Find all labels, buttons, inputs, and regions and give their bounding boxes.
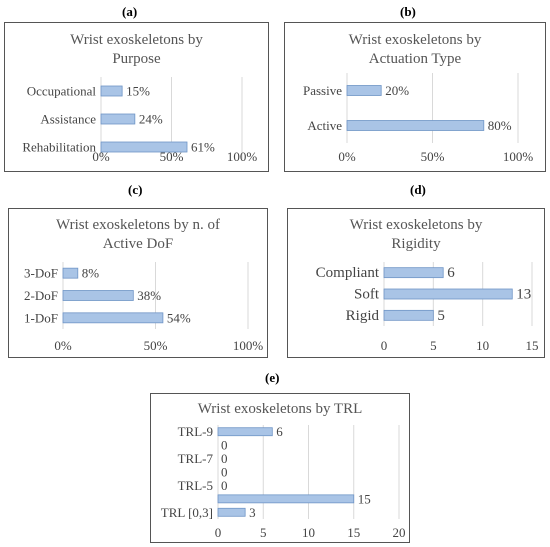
category-label: 1-DoF	[24, 310, 58, 325]
value-label: 0	[221, 438, 228, 453]
category-label: Soft	[354, 287, 380, 303]
category-label: TRL-9	[178, 424, 213, 439]
category-label: Occupational	[27, 84, 97, 99]
bar	[100, 141, 188, 153]
chart-panel-d: Wrist exoskeletons by Rigidity Compliant…	[287, 208, 545, 358]
x-tick-label: 100%	[503, 149, 534, 164]
x-tick-label: 0%	[54, 338, 72, 353]
panel-label-d: (d)	[410, 182, 426, 197]
value-label: 6	[276, 424, 283, 439]
x-tick-label: 10	[302, 525, 315, 540]
chart-title-line: Actuation Type	[368, 51, 462, 67]
bar	[217, 507, 246, 517]
category-label: TRL-7	[178, 451, 214, 466]
category-label: 3-DoF	[24, 266, 58, 281]
bar	[62, 267, 79, 279]
bar	[100, 85, 123, 97]
value-label: 54%	[167, 310, 191, 325]
x-tick-label: 50%	[160, 149, 184, 164]
panel-label-b: (b)	[400, 4, 416, 19]
x-tick-label: 50%	[144, 338, 168, 353]
bar-chart-d: Compliant 6 Soft 13 Rigid 5 0 5 10 15	[316, 262, 539, 353]
x-tick-label: 15	[526, 338, 539, 353]
value-label: 61%	[191, 140, 215, 155]
chart-title-line: Wrist exoskeletons by	[349, 217, 483, 233]
chart-title-c: Wrist exoskeletons by n. of Active DoF	[9, 216, 267, 254]
category-label: Assistance	[40, 112, 96, 127]
category-label: Rigid	[346, 308, 380, 324]
bar	[217, 494, 355, 504]
bar-chart-b: Passive 20% Active 80% 0% 50% 100%	[303, 73, 534, 164]
bar	[383, 288, 513, 300]
bar	[62, 312, 164, 324]
x-tick-label: 50%	[421, 149, 445, 164]
chart-title-line: Wrist exoskeletons by n. of	[56, 217, 220, 233]
x-tick-label: 100%	[227, 149, 258, 164]
chart-title-e: Wrist exoskeletons by TRL	[151, 400, 409, 419]
bar	[383, 309, 434, 321]
chart-title-line: Purpose	[112, 51, 161, 67]
panel-label-c: (c)	[128, 182, 143, 197]
value-label: 80%	[488, 118, 512, 133]
value-label: 15	[358, 491, 371, 506]
x-tick-label: 20	[393, 525, 406, 540]
bar	[383, 267, 444, 279]
x-tick-label: 0%	[338, 149, 356, 164]
category-label: Passive	[303, 83, 342, 98]
chart-panel-a: Wrist exoskeletons by Purpose Occupation…	[4, 22, 269, 172]
x-tick-label: 5	[260, 525, 267, 540]
chart-panel-c: Wrist exoskeletons by n. of Active DoF 3…	[8, 208, 268, 358]
x-tick-label: 15	[347, 525, 360, 540]
chart-title-b: Wrist exoskeletons by Actuation Type	[285, 31, 545, 69]
value-label: 8%	[82, 266, 100, 281]
category-label: Compliant	[316, 265, 380, 281]
chart-title-line: Wrist exoskeletons by	[70, 32, 203, 48]
category-label: TRL-5	[178, 478, 213, 493]
category-label: 2-DoF	[24, 288, 58, 303]
bar	[346, 120, 485, 131]
category-label: Active	[307, 118, 342, 133]
bar-chart-c: 3-DoF 8% 2-DoF 38% 1-DoF 54% 0% 50% 100%	[24, 262, 264, 353]
chart-title-line: Active DoF	[102, 236, 174, 252]
value-label: 20%	[385, 83, 409, 98]
chart-title-line: Wrist exoskeletons by TRL	[197, 401, 363, 417]
value-label: 3	[249, 505, 256, 520]
chart-title-line: Rigidity	[391, 236, 441, 252]
category-label: TRL [0,3]	[161, 505, 213, 520]
bar-chart-a: Occupational 15% Assistance 24% Rehabilitati…	[22, 77, 258, 164]
value-label: 38%	[137, 288, 161, 303]
value-label: 24%	[139, 112, 163, 127]
value-label: 15%	[126, 84, 150, 99]
category-label: Rehabilitation	[22, 140, 96, 155]
x-tick-label: 0	[215, 525, 222, 540]
chart-panel-b: Wrist exoskeletons by Actuation Type Pas…	[284, 22, 546, 172]
x-tick-label: 0%	[92, 149, 110, 164]
chart-title-d: Wrist exoskeletons by Rigidity	[288, 216, 544, 254]
x-tick-label: 100%	[233, 338, 264, 353]
bar	[100, 113, 136, 125]
value-label: 6	[447, 265, 455, 281]
bar	[217, 427, 273, 437]
value-label: 0	[221, 451, 228, 466]
x-tick-label: 0	[381, 338, 388, 353]
x-tick-label: 10	[476, 338, 489, 353]
panel-label-e: (e)	[265, 370, 280, 385]
value-label: 0	[221, 478, 228, 493]
chart-title-a: Wrist exoskeletons by Purpose	[5, 31, 268, 69]
panel-label-a: (a)	[122, 4, 138, 19]
value-label: 5	[437, 308, 445, 324]
bar	[346, 85, 382, 96]
bar	[62, 290, 134, 301]
value-label: 13	[516, 287, 531, 303]
value-label: 0	[221, 465, 228, 480]
chart-panel-e: Wrist exoskeletons by TRL TRL-9 6 0 TRL-7 0 0…	[150, 393, 410, 543]
x-tick-label: 5	[430, 338, 437, 353]
chart-title-line: Wrist exoskeletons by	[348, 32, 482, 48]
